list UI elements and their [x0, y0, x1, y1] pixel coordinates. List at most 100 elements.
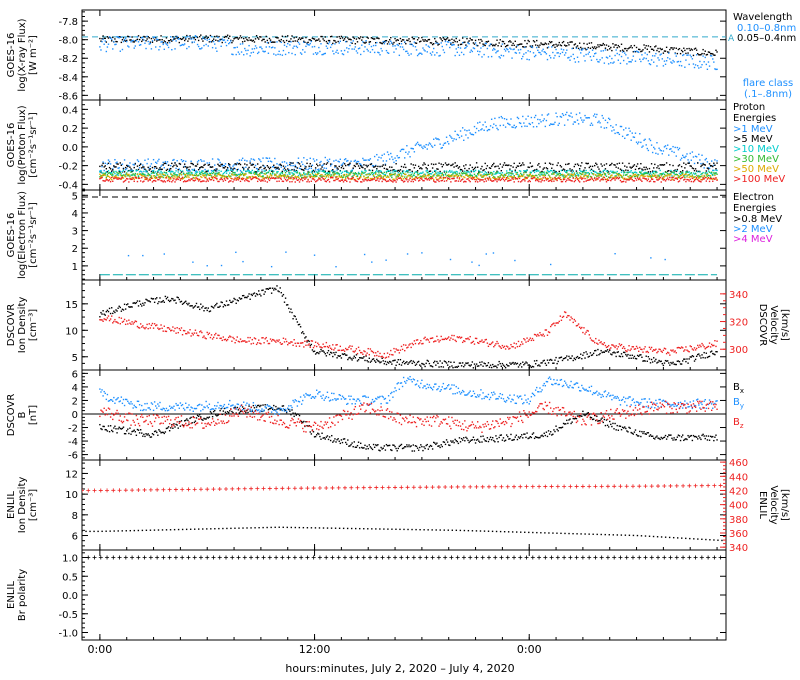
data-point — [106, 171, 109, 173]
data-point — [551, 167, 553, 169]
data-point — [241, 178, 244, 181]
data-point — [712, 178, 714, 180]
data-point — [659, 47, 661, 50]
data-point — [472, 47, 475, 49]
data-point — [161, 41, 163, 43]
data-point — [319, 175, 321, 177]
data-point — [222, 175, 225, 177]
data-point — [445, 180, 448, 182]
data-point — [493, 47, 495, 50]
data-point — [190, 171, 192, 174]
data-point — [698, 180, 700, 182]
data-point — [459, 47, 462, 49]
data-point — [573, 121, 576, 123]
data-point — [541, 43, 543, 45]
data-point — [500, 115, 503, 118]
data-point — [642, 173, 644, 175]
data-point — [217, 172, 219, 175]
data-point — [175, 164, 177, 166]
data-point — [274, 174, 276, 177]
data-point — [243, 173, 245, 176]
data-point — [563, 169, 566, 171]
data-point — [484, 44, 486, 47]
data-point — [713, 61, 715, 63]
data-point — [540, 42, 542, 44]
data-point — [245, 49, 247, 52]
data-point — [580, 170, 582, 172]
data-point — [469, 174, 471, 177]
data-point — [451, 170, 453, 172]
data-point — [635, 165, 638, 168]
data-point — [712, 165, 714, 168]
data-point — [202, 37, 204, 39]
data-point — [514, 170, 516, 173]
data-point — [561, 180, 564, 183]
data-point — [259, 46, 261, 48]
data-point — [231, 167, 233, 170]
data-point — [557, 177, 559, 179]
data-point — [355, 38, 358, 40]
data-point — [342, 181, 345, 183]
data-point — [602, 178, 604, 181]
data-point — [230, 175, 232, 177]
data-point — [685, 163, 687, 166]
data-point — [701, 164, 703, 167]
data-point — [693, 178, 696, 181]
data-point — [613, 172, 615, 174]
data-point — [686, 171, 688, 173]
data-point — [252, 176, 255, 178]
data-point — [683, 53, 685, 56]
data-point — [244, 159, 246, 162]
data-point — [693, 173, 696, 175]
data-point — [278, 39, 280, 42]
data-point — [444, 162, 447, 164]
data-point — [261, 47, 263, 50]
data-point — [397, 171, 399, 174]
data-point — [218, 35, 220, 38]
data-point — [284, 175, 287, 177]
data-point — [715, 167, 717, 170]
data-point — [507, 44, 509, 47]
data-point — [282, 49, 285, 52]
data-point — [498, 172, 500, 174]
data-point — [568, 174, 570, 176]
data-point — [280, 171, 282, 174]
data-point — [639, 58, 641, 60]
data-point — [117, 307, 119, 309]
data-point — [226, 166, 229, 169]
data-point — [196, 161, 199, 163]
data-point — [567, 163, 569, 165]
data-point — [365, 39, 367, 42]
data-point — [341, 37, 344, 39]
data-point — [495, 179, 497, 181]
data-point — [298, 167, 301, 170]
data-point — [161, 176, 163, 178]
data-point — [422, 164, 424, 166]
data-point — [611, 49, 613, 52]
data-point — [716, 169, 718, 172]
data-point — [502, 124, 505, 126]
data-point — [414, 42, 417, 44]
data-point — [436, 179, 438, 181]
data-point — [102, 172, 104, 174]
data-point — [478, 172, 480, 174]
data-point — [366, 48, 368, 51]
series-group — [99, 111, 718, 183]
data-point — [643, 177, 645, 179]
data-point — [362, 178, 364, 181]
data-point — [237, 168, 240, 171]
data-point — [168, 169, 171, 171]
data-point — [225, 177, 228, 179]
data-point — [630, 170, 632, 172]
data-point — [282, 180, 285, 183]
data-point — [338, 175, 340, 177]
data-point — [347, 175, 349, 177]
data-point — [663, 60, 666, 62]
data-point — [173, 38, 175, 40]
data-point — [654, 163, 656, 166]
data-point — [298, 163, 301, 165]
data-point — [692, 172, 695, 174]
data-point — [454, 175, 456, 177]
data-point — [134, 302, 137, 305]
data-point — [133, 180, 135, 183]
